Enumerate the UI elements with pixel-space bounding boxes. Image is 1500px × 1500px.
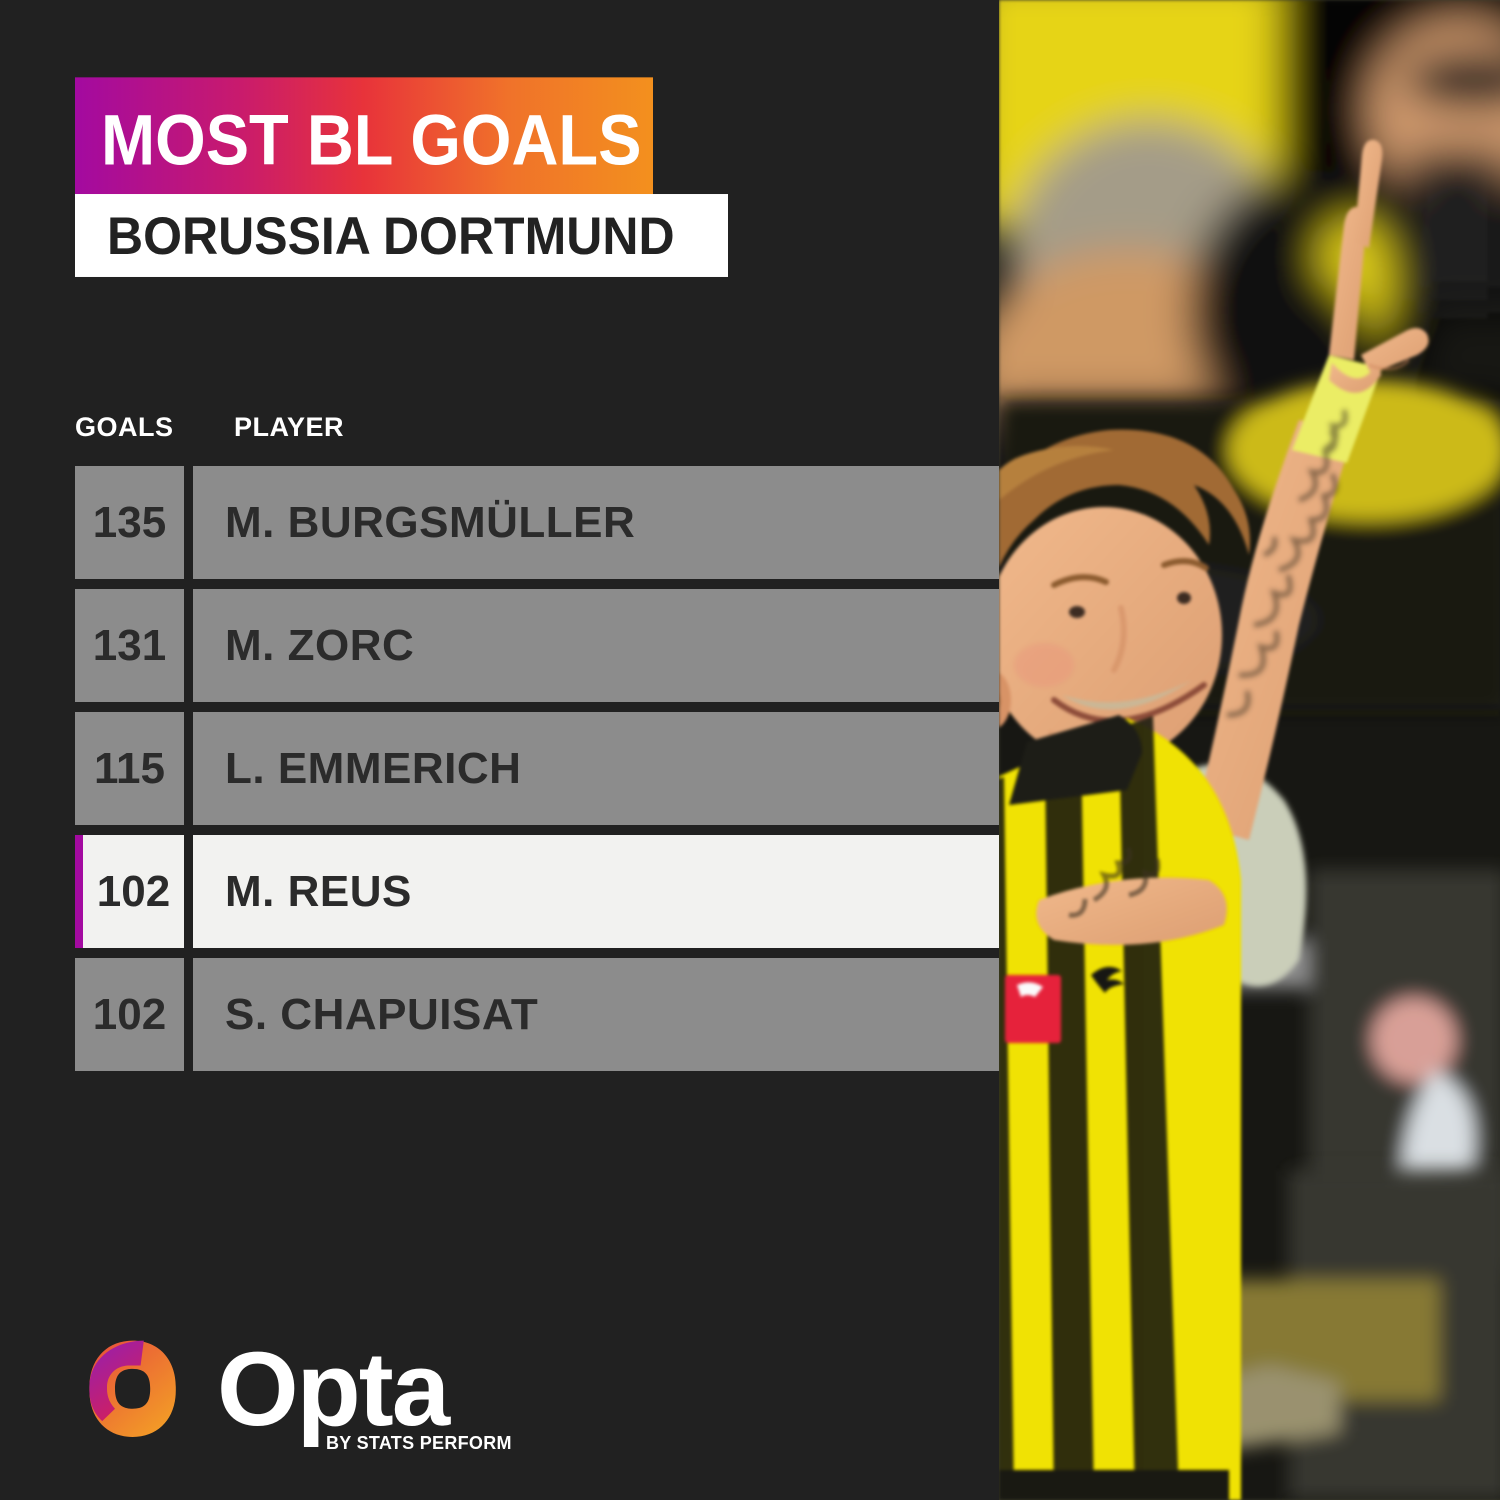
svg-text:Opta: Opta — [217, 1333, 452, 1448]
svg-text:BY STATS PERFORM: BY STATS PERFORM — [326, 1433, 512, 1453]
